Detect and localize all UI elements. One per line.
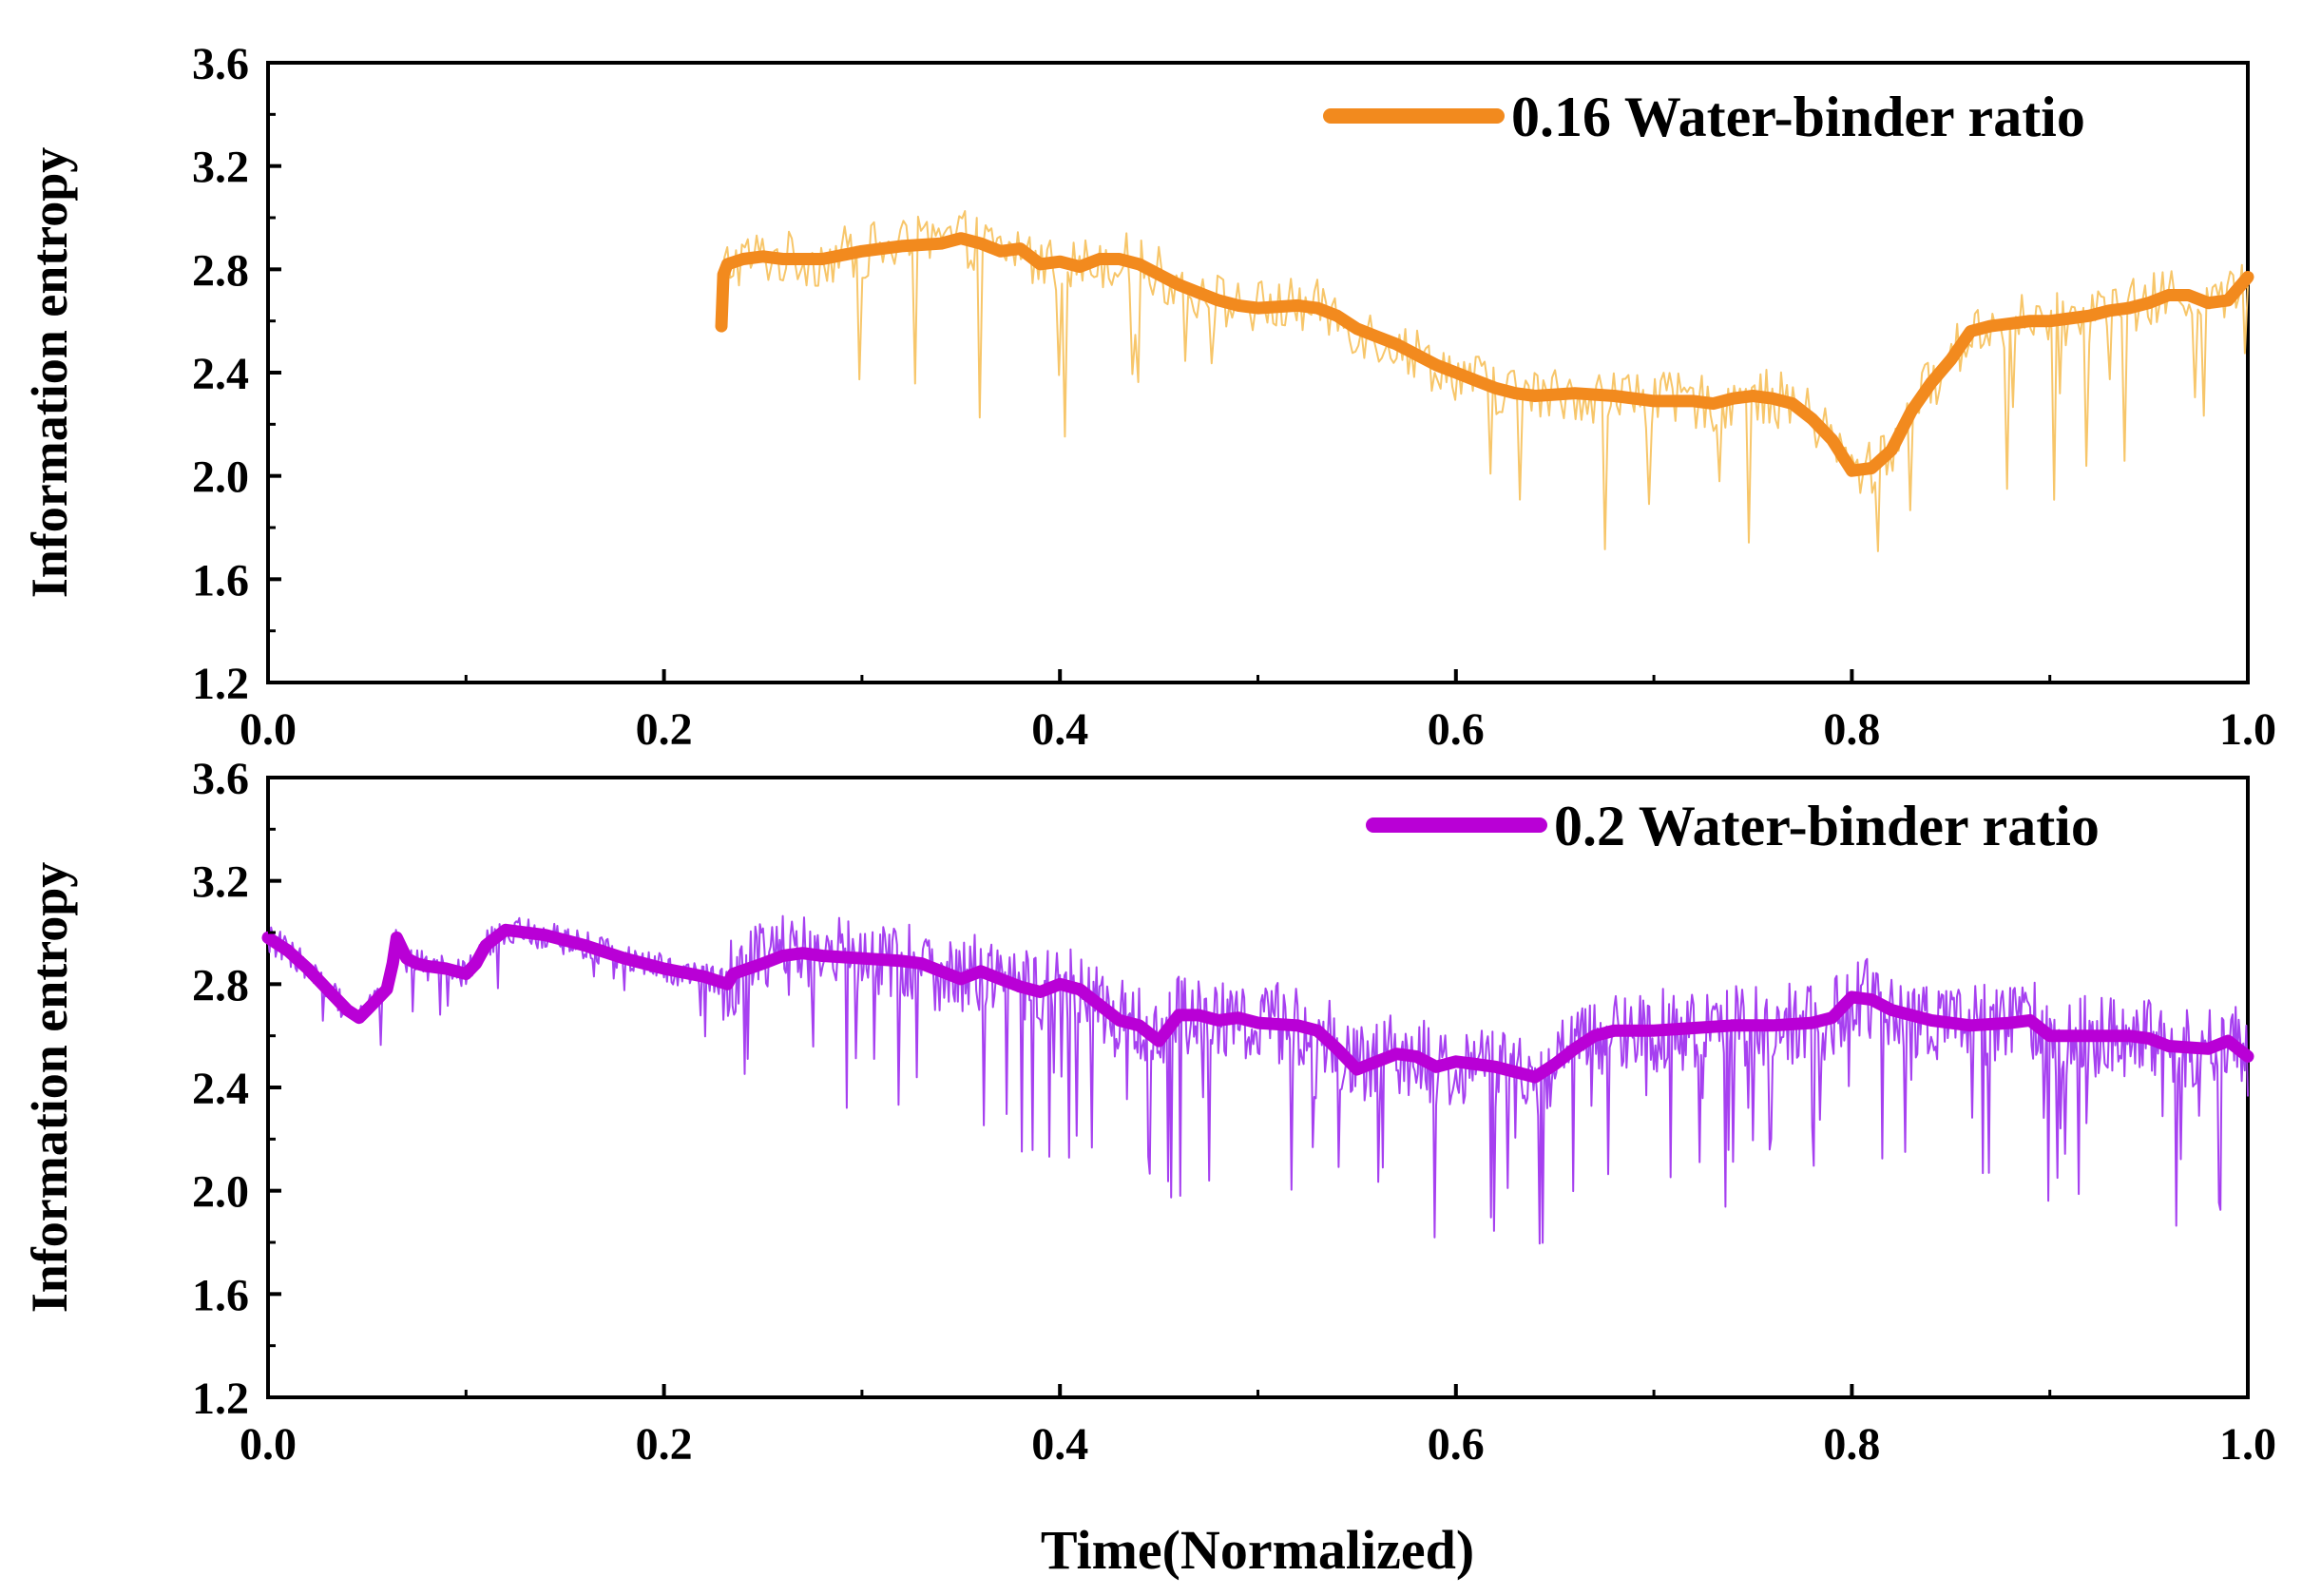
legend-label-bottom: 0.2 Water-binder ratio — [1554, 795, 2100, 857]
ticks-top: 1.2 1.6 2.0 2.4 2.8 3.2 3.6 0.0 0.2 0.4 0.6 0.8 1.0 — [192, 39, 2276, 755]
y-tick-label-top: 3.2 — [192, 143, 249, 193]
raw-line-bottom — [267, 914, 2249, 1245]
smooth-series-top — [715, 232, 2254, 477]
x-tick-label-bottom: 0.6 — [1428, 1419, 1485, 1470]
legend-top: 0.16 Water-binder ratio — [1323, 86, 2085, 148]
y-tick-label-top: 1.6 — [192, 555, 249, 606]
y-tick-label-top: 3.6 — [192, 39, 249, 89]
y-tick-label-bottom: 2.0 — [192, 1167, 249, 1218]
panel-bottom: 1.21.62.02.42.83.23.60.0 0.2 0.4 0.6 0.8 1.0 … — [21, 754, 2276, 1581]
ticks-bottom: 1.2 1.6 2.0 2.4 2.8 3.2 3.6 0.0 0.2 0.4 0.6 0.8 1.0 — [192, 754, 2276, 1470]
x-tick-label-bottom: 0.2 — [636, 1419, 693, 1470]
raw-series-bottom — [267, 914, 2249, 1245]
y-tick-label-bottom: 1.2 — [192, 1374, 249, 1424]
y-tick-label-top: 2.0 — [192, 452, 249, 503]
x-tick-label-bottom: 0.8 — [1823, 1419, 1880, 1470]
x-tick-label-bottom: 0.0 — [240, 1419, 297, 1470]
x-tick-label-top: 0.0 — [240, 704, 297, 755]
y-tick-label-bottom: 2.8 — [192, 960, 249, 1010]
series-line-bottom — [261, 923, 2254, 1084]
raw-line-top — [720, 210, 2249, 552]
x-tick-label-bottom: 0.4 — [1031, 1419, 1088, 1470]
x-tick-label-top: 1.0 — [2219, 704, 2276, 755]
legend-label-top: 0.16 Water-binder ratio — [1511, 86, 2085, 148]
plot-area-bottom — [266, 776, 2250, 1399]
smooth-series-bottom — [261, 923, 2254, 1084]
y-tick-label-top: 1.2 — [192, 659, 249, 709]
y-tick-label-bottom: 2.4 — [192, 1064, 249, 1114]
y-tick-label-top: 2.8 — [192, 245, 249, 296]
y-tick-label-bottom: 1.6 — [192, 1270, 249, 1320]
x-tick-label-top: 0.4 — [1031, 704, 1088, 755]
legend-bottom: 0.2 Water-binder ratio — [1366, 795, 2100, 857]
y-tick-label-bottom: 3.2 — [192, 857, 249, 908]
raw-series-top — [720, 210, 2249, 552]
y-axis-title-top: Information entropy — [21, 147, 78, 599]
panel-top: 1.21.62.02.42.83.23.60.0 0.2 0.4 0.6 0.8 1.0 … — [21, 39, 2276, 755]
x-axis-title: Time(Normalized) — [1041, 1519, 1474, 1581]
plot-area-top — [266, 61, 2250, 684]
y-axis-title-bottom: Information entropy — [21, 862, 78, 1314]
x-tick-label-top: 0.2 — [636, 704, 693, 755]
x-tick-label-bottom: 1.0 — [2219, 1419, 2276, 1470]
x-tick-label-top: 0.6 — [1428, 704, 1485, 755]
series-line-top — [715, 232, 2254, 477]
y-tick-label-top: 2.4 — [192, 349, 249, 399]
x-tick-label-top: 0.8 — [1823, 704, 1880, 755]
y-tick-label-bottom: 3.6 — [192, 754, 249, 804]
